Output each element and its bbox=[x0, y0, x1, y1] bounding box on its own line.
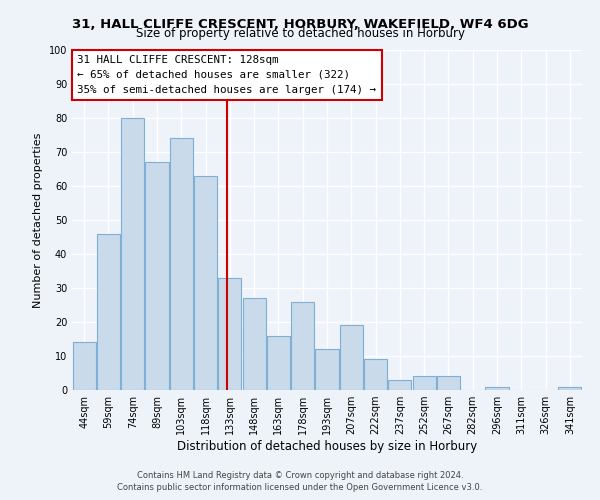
Bar bbox=[97, 234, 120, 390]
Bar bbox=[485, 386, 509, 390]
Bar bbox=[364, 360, 387, 390]
Bar bbox=[218, 278, 241, 390]
Bar bbox=[559, 386, 581, 390]
Bar bbox=[291, 302, 314, 390]
X-axis label: Distribution of detached houses by size in Horbury: Distribution of detached houses by size … bbox=[177, 440, 477, 453]
Title: 31, HALL CLIFFE CRESCENT, HORBURY, WAKEFIELD, WF4 6DG
Size of property relative : 31, HALL CLIFFE CRESCENT, HORBURY, WAKEF… bbox=[0, 499, 1, 500]
Bar bbox=[413, 376, 436, 390]
Bar bbox=[267, 336, 290, 390]
Bar bbox=[437, 376, 460, 390]
Bar bbox=[194, 176, 217, 390]
Bar bbox=[242, 298, 266, 390]
Bar bbox=[73, 342, 95, 390]
Y-axis label: Number of detached properties: Number of detached properties bbox=[33, 132, 43, 308]
Bar bbox=[145, 162, 169, 390]
Bar bbox=[170, 138, 193, 390]
Bar bbox=[121, 118, 144, 390]
Text: Contains HM Land Registry data © Crown copyright and database right 2024.
Contai: Contains HM Land Registry data © Crown c… bbox=[118, 471, 482, 492]
Bar bbox=[316, 349, 338, 390]
Text: 31 HALL CLIFFE CRESCENT: 128sqm
← 65% of detached houses are smaller (322)
35% o: 31 HALL CLIFFE CRESCENT: 128sqm ← 65% of… bbox=[77, 55, 376, 94]
Bar bbox=[340, 326, 363, 390]
Text: Size of property relative to detached houses in Horbury: Size of property relative to detached ho… bbox=[136, 28, 464, 40]
Bar bbox=[388, 380, 412, 390]
Text: 31, HALL CLIFFE CRESCENT, HORBURY, WAKEFIELD, WF4 6DG: 31, HALL CLIFFE CRESCENT, HORBURY, WAKEF… bbox=[71, 18, 529, 30]
